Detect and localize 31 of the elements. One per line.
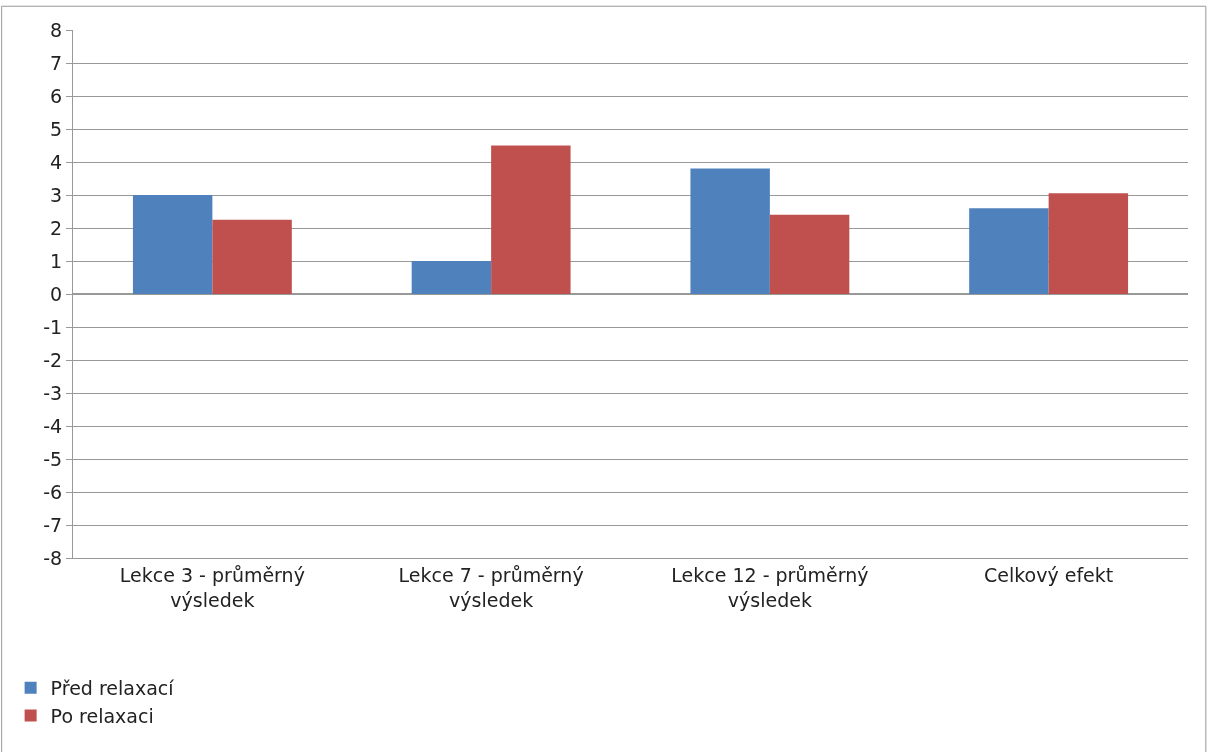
y-tick-label: 4 <box>50 150 63 173</box>
y-tick-label: 8 <box>50 18 63 41</box>
bar <box>769 214 850 294</box>
y-tick-label: 3 <box>50 183 63 206</box>
y-tick-label: 7 <box>50 51 63 74</box>
y-tick-label: -1 <box>43 315 63 338</box>
y-tick-label: 6 <box>50 84 63 107</box>
x-tick-label: Lekce 3 - průměrný výsledek <box>119 563 305 611</box>
bar <box>411 261 492 294</box>
y-tick-label: -2 <box>43 348 63 371</box>
x-tick-label: Lekce 7 - průměrný výsledek <box>398 563 584 611</box>
y-tick-label: 5 <box>50 117 63 140</box>
bar <box>491 145 571 294</box>
y-tick-label: 0 <box>50 282 63 305</box>
x-tick-label: Celkový efekt <box>984 563 1114 586</box>
bar <box>1048 193 1129 294</box>
y-tick-label: 1 <box>50 249 63 272</box>
x-tick-label: Lekce 12 - průměrný výsledek <box>671 563 869 611</box>
bar <box>132 195 213 294</box>
y-tick-label: -6 <box>43 480 63 503</box>
y-tick-label: -5 <box>43 447 63 470</box>
bar <box>690 168 770 294</box>
y-tick-label: -4 <box>43 414 63 437</box>
y-tick-label: -8 <box>43 546 63 569</box>
bar <box>212 219 292 294</box>
y-tick-label: -3 <box>43 381 63 404</box>
legend-label: Po relaxaci <box>50 704 154 727</box>
legend-label: Před relaxací <box>50 677 175 700</box>
bar <box>969 208 1049 294</box>
y-tick-label: -7 <box>43 513 63 536</box>
y-tick-label: 2 <box>50 216 63 239</box>
